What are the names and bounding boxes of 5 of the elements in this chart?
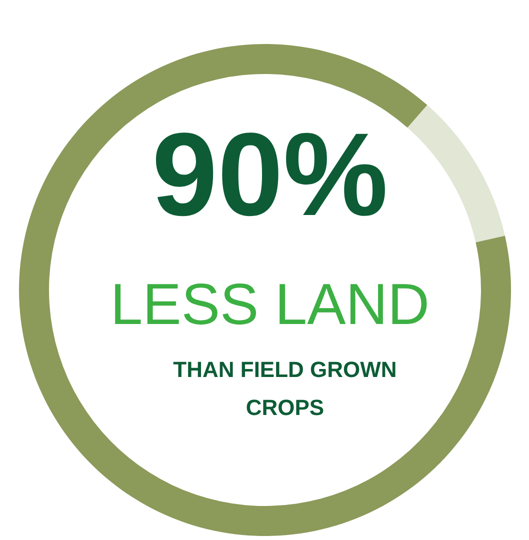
- text: THAN FIELD GROWN CROPS: [173, 357, 397, 420]
- donut-slice: [407, 105, 505, 242]
- text: 90%: [152, 109, 388, 241]
- text: LESS LAND: [110, 272, 430, 337]
- donut-slice: [19, 44, 511, 536]
